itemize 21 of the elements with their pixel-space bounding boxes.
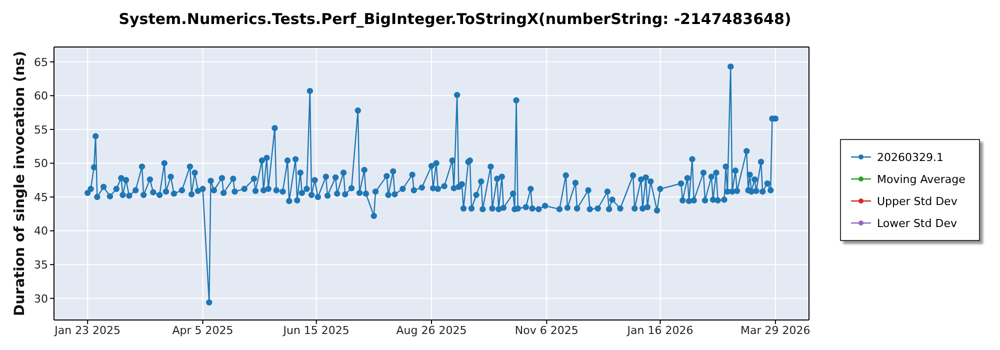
legend-label: Upper Std Dev xyxy=(877,194,958,208)
x-tick-label: Jan 23 2025 xyxy=(54,324,121,337)
x-tick-label: Jun 15 2025 xyxy=(282,324,350,337)
x-tick-label: Jan 16 2026 xyxy=(626,324,694,337)
y-tick-label: 60 xyxy=(34,90,48,103)
y-tick-label: 35 xyxy=(34,258,48,272)
x-tick-label: Apr 5 2025 xyxy=(172,324,234,337)
y-axis-title: Duration of single invocation (ns) xyxy=(12,50,28,316)
chart-title: System.Numerics.Tests.Perf_BigInteger.ToStringX(numberString: -2147483648) xyxy=(118,9,792,30)
y-tick-label: 55 xyxy=(34,123,48,136)
legend-label: Moving Average xyxy=(877,172,966,186)
legend-label: Lower Std Dev xyxy=(877,216,957,230)
x-tick-label: Nov 6 2025 xyxy=(514,324,578,337)
x-tick-label: Aug 26 2025 xyxy=(396,324,467,337)
y-tick-label: 45 xyxy=(34,190,48,204)
y-tick-label: 50 xyxy=(34,157,48,170)
x-tick-label: Mar 29 2026 xyxy=(740,324,810,337)
y-tick-label: 65 xyxy=(34,56,48,69)
y-tick-label: 40 xyxy=(34,224,48,238)
legend-label: 20260329.1 xyxy=(877,150,944,164)
y-tick-label: 30 xyxy=(34,292,48,306)
